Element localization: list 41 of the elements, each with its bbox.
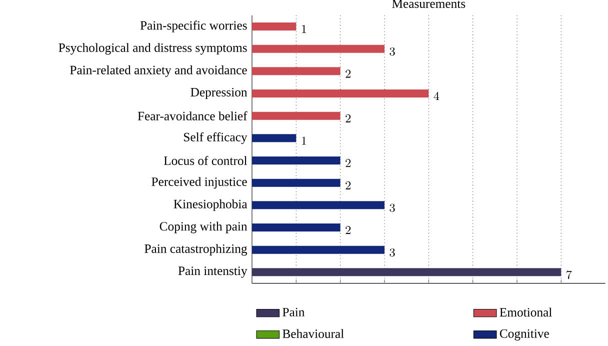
data-label: 2 (346, 159, 351, 168)
bar (252, 223, 340, 232)
data-label: 4 (434, 92, 440, 100)
bar (252, 246, 384, 254)
bar (252, 178, 340, 187)
data-label: 1 (302, 25, 306, 34)
bar (252, 268, 562, 276)
bar (252, 156, 340, 164)
bar (252, 67, 340, 76)
y-tick-label: Pain catastrophizing (144, 244, 248, 256)
y-tick-label: Perceived injustice (152, 177, 247, 189)
y-tick-label: Pain-related anxiety and avoidance (70, 65, 247, 77)
y-tick-label: Pain intenstiy (178, 266, 248, 278)
y-tick-label: Depression (190, 88, 248, 100)
data-label: 3 (390, 47, 395, 56)
y-tick-label: Fear-avoidance belief (138, 111, 248, 120)
legend-label: Emotional (500, 308, 552, 317)
bar (252, 22, 296, 30)
chart-title: Measurements (392, 0, 466, 8)
y-tick-label: Pain-specific worries (140, 20, 247, 32)
y-tick-label: Locus of control (164, 156, 248, 166)
legend-label: Behavioural (282, 329, 344, 338)
y-tick-label: Self efficacy (184, 132, 248, 144)
data-label: 1 (302, 136, 306, 145)
bar (252, 201, 384, 210)
bar (252, 134, 296, 142)
legend-label: Cognitive (500, 329, 549, 340)
data-label: 3 (390, 204, 395, 212)
bar (252, 112, 340, 120)
data-label: 7 (566, 270, 572, 279)
data-label: 2 (346, 70, 351, 78)
data-label: 2 (346, 114, 351, 122)
data-label: 2 (346, 181, 351, 190)
data-label: 2 (346, 226, 351, 234)
y-tick-label: Kinesiophobia (174, 199, 248, 211)
y-tick-label: Psychological and distress symptoms (58, 43, 247, 55)
y-tick-label: Coping with pain (160, 222, 248, 234)
legend-label: Pain (282, 308, 305, 316)
bar (252, 44, 384, 53)
bar (252, 89, 429, 98)
data-label: 3 (390, 248, 395, 257)
